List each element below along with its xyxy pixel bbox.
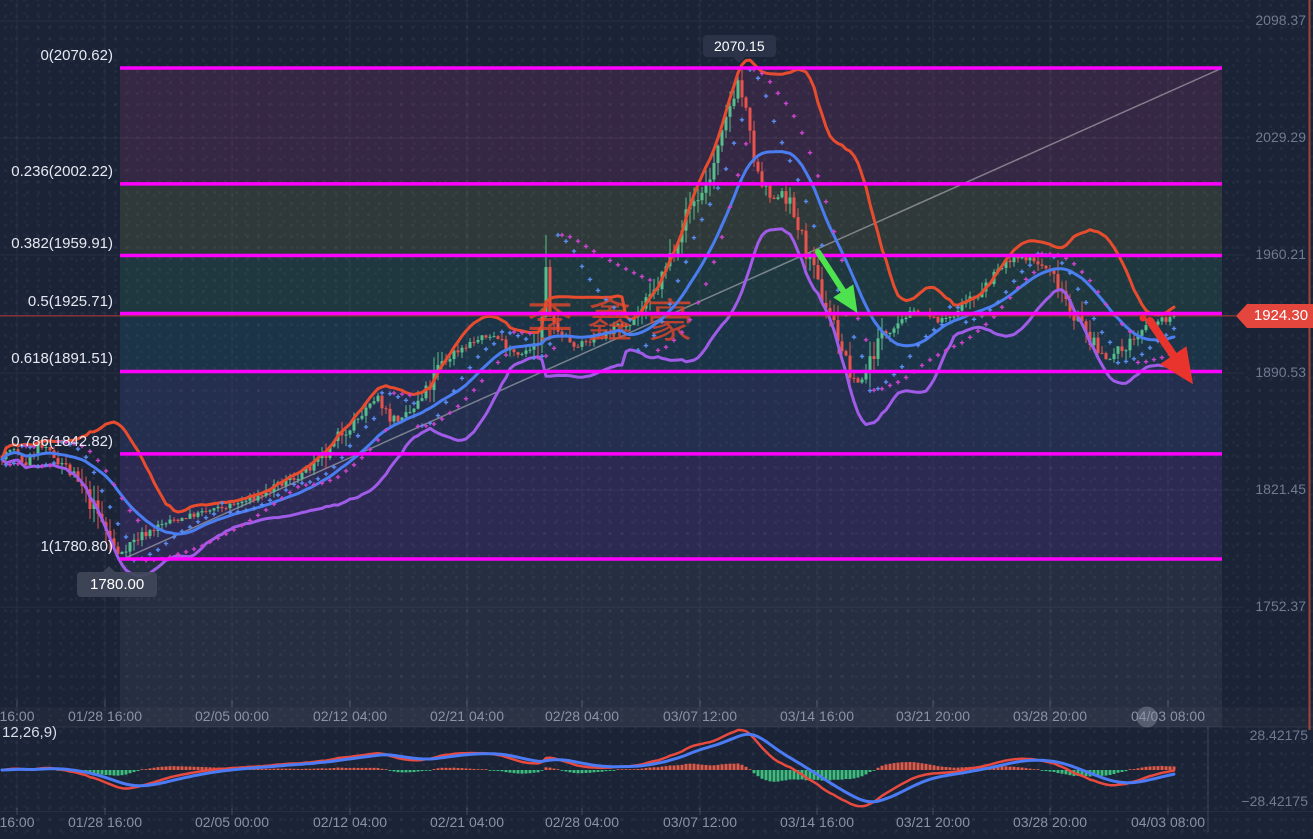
high-price-value: 2070.15 bbox=[714, 38, 765, 54]
time-axis-tick: 01/28 16:00 bbox=[68, 814, 142, 830]
price-axis-tick: 1890.53 bbox=[1255, 364, 1306, 381]
time-axis-tick: 03/21 20:00 bbox=[896, 814, 970, 830]
fib-lines-layer[interactable] bbox=[120, 66, 1222, 561]
fib-level-label: 1(1780.80) bbox=[40, 538, 113, 555]
low-price-value: 1780.00 bbox=[90, 576, 145, 593]
sar-layer bbox=[3, 67, 1177, 563]
macd-scale-min: −28.42175 bbox=[1241, 793, 1308, 809]
time-axis-tick: 02/21 04:00 bbox=[430, 814, 504, 830]
time-axis-tick: 16:00 bbox=[0, 708, 35, 724]
fib-level-label: 0.236(2002.22) bbox=[11, 162, 113, 180]
time-axis-tick: 03/21 20:00 bbox=[896, 708, 970, 724]
watermark-text: 李鑫豪 bbox=[527, 295, 707, 347]
red-arrow-annotation[interactable] bbox=[1146, 317, 1193, 385]
price-axis-tick: 1821.45 bbox=[1255, 481, 1306, 498]
watermark: 李鑫豪 bbox=[527, 295, 707, 347]
green-arrow-annotation[interactable] bbox=[815, 249, 858, 314]
fib-level-label: 0(2070.62) bbox=[40, 47, 113, 64]
bollinger-layer bbox=[0, 58, 1176, 578]
time-axis-tick: 01/28 16:00 bbox=[68, 708, 142, 724]
high-price-callout: 2070.15 bbox=[703, 35, 776, 63]
time-axis-tick: 04/03 08:00 bbox=[1131, 814, 1205, 830]
price-axis-tick: 2098.37 bbox=[1255, 11, 1306, 28]
time-axis-tick: 02/05 00:00 bbox=[195, 814, 269, 830]
low-price-callout: 1780.00 bbox=[77, 566, 158, 597]
fib-level-label: 0.382(1959.91) bbox=[11, 234, 113, 252]
fib-bands-layer bbox=[120, 68, 1222, 727]
fib-level-label: 0.786(1842.82) bbox=[11, 432, 113, 450]
time-axis-tick: 03/28 20:00 bbox=[1013, 708, 1087, 724]
time-axis-tick: 02/28 04:00 bbox=[545, 814, 619, 830]
fib-level-label: 0.5(1925.71) bbox=[27, 292, 113, 310]
date-highlight-circle bbox=[1136, 706, 1158, 728]
time-axis-tick: 03/14 16:00 bbox=[780, 708, 854, 724]
macd-layer bbox=[0, 728, 1176, 808]
time-axis-tick: 03/14 16:00 bbox=[780, 814, 854, 830]
time-axis-tick: 02/21 04:00 bbox=[430, 708, 504, 724]
time-axis-tick: 03/07 12:00 bbox=[663, 708, 737, 724]
time-axis-tick: 03/28 20:00 bbox=[1013, 814, 1087, 830]
time-axis-tick: 03/07 12:00 bbox=[663, 814, 737, 830]
macd-params-label: 12,26,9) bbox=[2, 724, 58, 741]
price-axis-tick: 2029.29 bbox=[1255, 129, 1306, 146]
price-axis-tick: 1960.21 bbox=[1255, 246, 1306, 263]
current-price-tag: 1924.30 bbox=[1236, 304, 1313, 328]
time-axis-tick: 16:00 bbox=[0, 814, 35, 830]
time-axis-tick: 04/03 08:00 bbox=[1131, 708, 1205, 724]
macd-scale-max: 28.42175 bbox=[1249, 727, 1308, 743]
time-axis-tick: 02/05 00:00 bbox=[195, 708, 269, 724]
annotations-layer[interactable] bbox=[815, 249, 1193, 385]
time-axis-tick: 02/12 04:00 bbox=[313, 814, 387, 830]
price-axis-tick: 1752.37 bbox=[1255, 598, 1306, 615]
current-price-value: 1924.30 bbox=[1253, 307, 1309, 324]
time-axis-tick: 02/12 04:00 bbox=[313, 708, 387, 724]
fib-level-label: 0.618(1891.51) bbox=[11, 350, 113, 368]
time-axis-tick: 02/28 04:00 bbox=[545, 708, 619, 724]
